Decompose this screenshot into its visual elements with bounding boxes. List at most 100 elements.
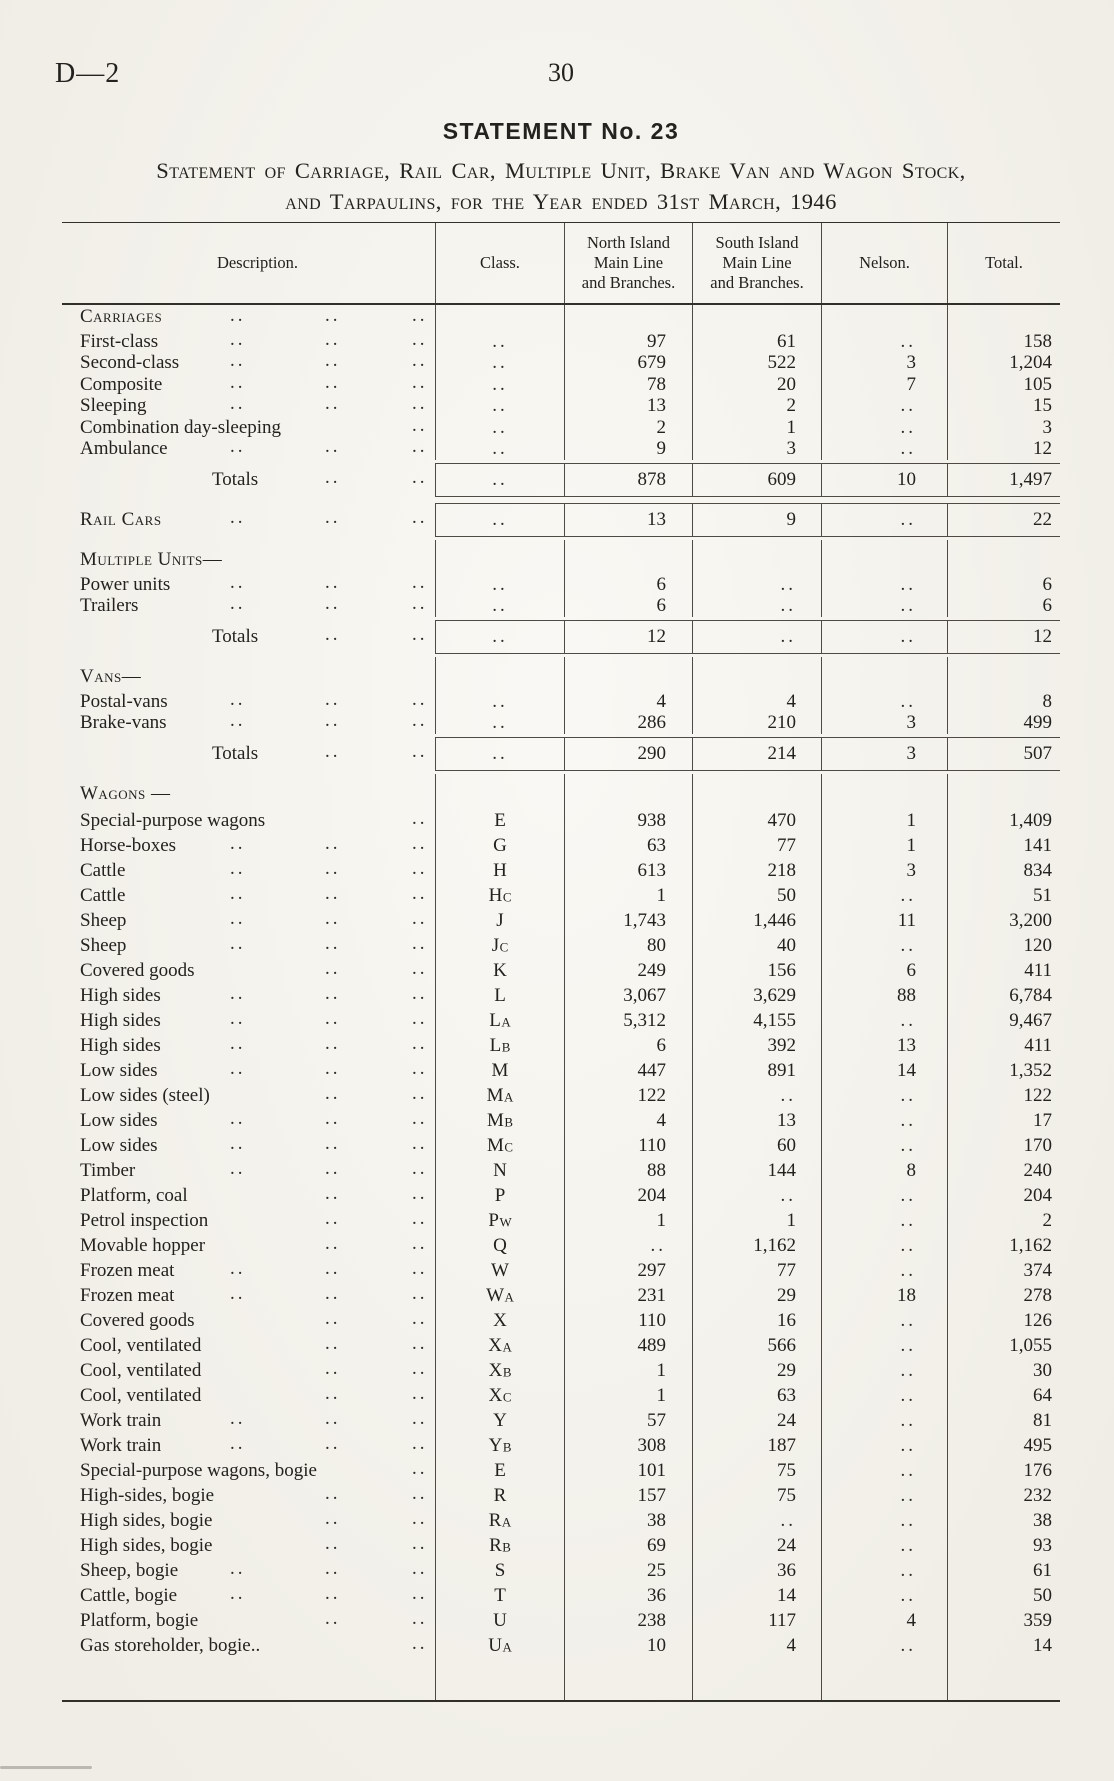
table-row: Work train...... Y 57 24 .. 81 [62,1408,1060,1433]
description-cell: Combination day-sleeping.. [62,415,436,439]
leader-dots: .. [230,1157,246,1179]
leader-dots: .. [325,1057,341,1079]
leader-dots: .. [325,1557,341,1579]
leader-dots: .. [412,907,428,929]
nelson-value-cell: .. [822,395,948,417]
leader-dots: .. [412,467,428,489]
south-island-value-cell: 75 [693,1458,822,1483]
table-row: First-class...... .. 97 61 .. 158 [62,328,1060,353]
description-cell: Special-purpose wagons, bogie.. [62,1458,436,1483]
nelson-value-cell [822,540,948,574]
class-cell: J [436,908,565,933]
table-row: Cattle, bogie...... T 36 14 .. 50 [62,1583,1060,1608]
description-label: Petrol inspection [80,1209,209,1231]
north-island-value-cell: 1 [565,1208,693,1233]
total-value-cell: 1,497 [948,463,1060,497]
north-island-value-cell: 4 [565,1108,693,1133]
class-cell: N [436,1158,565,1183]
description-label: Gas storeholder, bogie.. [80,1634,261,1656]
nelson-value-cell: .. [822,1533,948,1558]
class-cell: E [436,808,565,833]
description-label: Platform, bogie [80,1609,199,1631]
description-label: Low sides [80,1134,158,1156]
description-label: Covered goods [80,1309,195,1331]
leader-dots: .. [230,882,246,904]
description-cell: Timber...... [62,1158,436,1183]
total-value-cell: 278 [1023,1284,1053,1306]
description-label: Low sides (steel) [80,1084,210,1106]
leader-dots: .. [412,1432,428,1454]
table-row: Combination day-sleeping.. .. 2 1 .. 3 [62,415,1060,439]
nelson-value-cell: 13 [822,1033,948,1058]
north-island-value-cell: 101 [565,1458,693,1483]
nelson-value-cell [822,1658,948,1700]
south-island-value-cell: 214 [693,737,822,771]
table-row: Horse-boxes...... G 63 77 1 141 [62,833,1060,858]
south-island-value-cell: 1,446 [693,908,822,933]
description-label: Sheep [80,934,127,956]
north-island-value-cell: 447 [565,1058,693,1083]
class-cell: U [436,1608,565,1633]
total-value-cell: 2 [1042,1209,1053,1231]
leader-dots: .. [325,1432,341,1454]
description-label: Vans— [80,666,142,687]
statement-number-heading: STATEMENT No. 23 [442,118,680,144]
leader-dots: .. [412,371,428,393]
south-island-value-cell: 522 [693,352,822,374]
description-cell: Platform, bogie.... [62,1608,436,1633]
description-label: Rail Cars [80,509,162,530]
description-label: Platform, coal [80,1184,188,1206]
north-island-value-cell: 63 [565,833,693,858]
leader-dots: .. [412,1157,428,1179]
description-cell: Platform, coal.... [62,1183,436,1208]
nelson-value-cell: .. [822,503,948,537]
leader-dots: .. [325,1307,341,1329]
leader-dots: .. [230,507,246,529]
south-island-value-cell: 75 [693,1483,822,1508]
nelson-value-cell: .. [822,1108,948,1133]
class-cell: K [436,958,565,983]
nelson-value-cell: .. [822,1258,948,1283]
south-island-value-cell: 4 [693,1633,822,1658]
leader-dots: .. [325,1257,341,1279]
table-row: Composite...... .. 78 20 7 105 [62,371,1060,396]
north-island-value-cell: 25 [565,1558,693,1583]
class-cell: P [436,1183,565,1208]
leader-dots: .. [230,1282,246,1304]
description-label: Special-purpose wagons, bogie [80,1459,317,1481]
leader-dots: .. [230,832,246,854]
table-row: Brake-vans...... .. 286 210 3 499 [62,710,1060,734]
description-cell: Frozen meat...... [62,1283,436,1308]
table-row: Sheep...... J 1,743 1,446 11 3,200 [62,908,1060,933]
class-cell: H [436,858,565,883]
description-cell: Brake-vans...... [62,710,436,734]
description-cell: Petrol inspection.... [62,1208,436,1233]
north-island-value-cell: 6 [565,595,693,617]
description-label: Cattle [80,859,126,881]
description-label: Power units [80,573,171,595]
table-row: High-sides, bogie.... R 157 75 .. 232 [62,1483,1060,1508]
class-cell: .. [436,417,565,439]
north-island-value-cell: 78 [565,374,693,396]
leader-dots: .. [230,436,246,458]
leader-dots: .. [230,328,246,350]
north-island-value-cell: 122 [565,1083,693,1108]
description-cell: Gas storeholder, bogie.... [62,1633,436,1658]
leader-dots: .. [412,1232,428,1254]
leader-dots: .. [230,688,246,710]
table-row: Vans— [62,657,1060,691]
total-value-cell [948,657,1060,691]
description-cell: Covered goods.... [62,1308,436,1333]
leader-dots: .. [325,393,341,415]
table-body: Carriages...... First-class...... .. 97 … [62,305,1060,1700]
total-value-cell: 411 [1024,959,1052,981]
north-island-value-cell [565,657,693,691]
south-island-value-cell: 16 [693,1308,822,1333]
